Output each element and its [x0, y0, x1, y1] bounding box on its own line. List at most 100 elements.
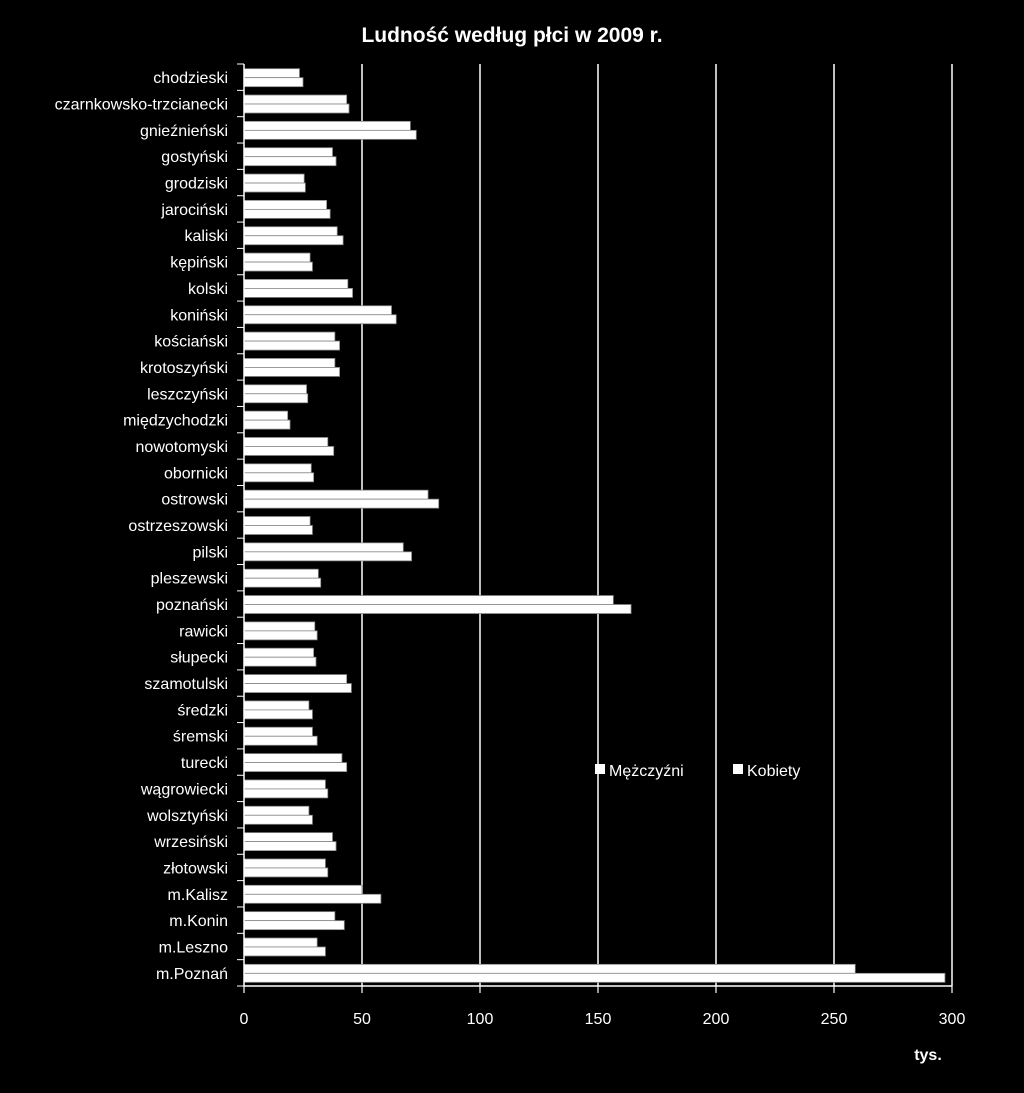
- bar-women-23: [243, 683, 352, 693]
- bar-women-8: [243, 288, 353, 298]
- category-label: poznański: [156, 597, 228, 614]
- bar-men-17: [243, 516, 311, 526]
- bar-women-19: [243, 577, 322, 588]
- bar-women-33: [243, 946, 326, 957]
- bar-men-30: [243, 858, 326, 869]
- bar-women-26: [243, 762, 348, 772]
- bar-women-7: [243, 261, 313, 272]
- bar-women-11: [243, 367, 340, 377]
- bar-women-31: [243, 893, 382, 904]
- x-axis: 0 50 100 150 200 250 300: [240, 64, 966, 1028]
- category-label: m.Kalisz: [168, 887, 228, 904]
- x-tick-label: 300: [939, 1011, 966, 1028]
- bar-men-25: [243, 726, 313, 737]
- category-label: m.Leszno: [159, 939, 228, 956]
- category-label: średzki: [177, 702, 228, 719]
- category-label: czarnkowsko-trzcianecki: [55, 97, 228, 114]
- bar-women-16: [243, 498, 440, 509]
- bar-women-21: [243, 630, 318, 641]
- bar-women-13: [243, 419, 291, 430]
- category-label: nowotomyski: [136, 439, 228, 456]
- category-label: m.Poznań: [156, 966, 228, 983]
- bar-men-2: [243, 120, 411, 131]
- bar-men-22: [243, 647, 315, 658]
- category-label: rawicki: [179, 623, 228, 640]
- x-tick-label: 0: [240, 1011, 249, 1028]
- category-label: grodziski: [165, 176, 228, 193]
- bar-men-13: [243, 410, 289, 421]
- bar-men-24: [243, 700, 310, 711]
- category-label: kępiński: [170, 255, 228, 272]
- bar-men-10: [243, 331, 336, 342]
- bar-women-34: [243, 972, 946, 983]
- bar-men-0: [243, 68, 300, 79]
- bar-men-12: [243, 384, 307, 395]
- grid-lines: [361, 64, 953, 986]
- bar-men-3: [243, 147, 333, 158]
- x-tick-label: 150: [585, 1011, 612, 1028]
- bar-men-11: [243, 358, 336, 368]
- bar-men-18: [243, 542, 404, 553]
- bars: [243, 68, 946, 983]
- category-label: chodzieski: [153, 70, 228, 87]
- legend-label-men: Mężczyźni: [609, 763, 684, 780]
- category-label: pilski: [192, 544, 228, 561]
- bar-women-14: [243, 446, 335, 456]
- category-label: międzychodzki: [123, 413, 228, 430]
- legend: Mężczyźni Kobiety: [595, 763, 800, 780]
- bar-women-30: [243, 867, 329, 878]
- bar-men-31: [243, 884, 363, 895]
- category-label: kaliski: [184, 228, 228, 245]
- category-label: obornicki: [164, 465, 228, 482]
- bar-women-1: [243, 103, 350, 114]
- category-label: kolski: [188, 281, 228, 298]
- bar-women-2: [243, 129, 417, 140]
- category-label: szamotulski: [144, 676, 228, 693]
- category-label: ostrowski: [161, 492, 228, 509]
- category-label: pleszewski: [151, 571, 228, 588]
- bar-women-9: [243, 314, 397, 325]
- bar-women-6: [243, 235, 344, 246]
- bar-men-21: [243, 621, 316, 632]
- bar-men-34: [243, 963, 856, 974]
- bar-women-17: [243, 525, 313, 535]
- bar-women-25: [243, 735, 318, 746]
- bar-women-0: [243, 77, 304, 88]
- bar-men-9: [243, 305, 392, 316]
- bar-men-1: [243, 94, 348, 105]
- x-tick-label: 200: [703, 1011, 730, 1028]
- bar-men-33: [243, 937, 318, 948]
- bar-men-16: [243, 489, 429, 500]
- bar-men-19: [243, 568, 319, 579]
- category-labels: chodzieski czarnkowsko-trzcianecki gnieźni…: [55, 63, 244, 987]
- bar-men-6: [243, 226, 338, 237]
- legend-swatch-women: [733, 764, 743, 774]
- bar-men-7: [243, 252, 311, 263]
- bar-men-4: [243, 173, 305, 184]
- bar-men-27: [243, 779, 326, 790]
- bar-women-32: [243, 920, 345, 931]
- category-label: wrzesiński: [153, 834, 228, 851]
- bar-women-3: [243, 156, 337, 167]
- category-label: wągrowiecki: [140, 781, 228, 798]
- x-tick-label: 50: [353, 1011, 371, 1028]
- legend-swatch-men: [595, 764, 605, 774]
- category-label: ostrzeszowski: [128, 518, 228, 535]
- bar-women-15: [243, 472, 315, 483]
- chart-title: Ludność według płci w 2009 r.: [361, 24, 662, 47]
- bar-women-24: [243, 709, 313, 720]
- bar-women-5: [243, 208, 331, 219]
- bar-men-14: [243, 437, 329, 447]
- category-label: m.Konin: [169, 913, 228, 930]
- category-label: gostyński: [161, 149, 228, 166]
- bar-men-20: [243, 595, 614, 605]
- x-tick-label: 250: [821, 1011, 848, 1028]
- category-label: jarociński: [160, 202, 228, 219]
- bar-men-32: [243, 911, 336, 922]
- category-label: turecki: [181, 755, 228, 772]
- bar-men-23: [243, 674, 348, 684]
- bar-men-28: [243, 805, 310, 816]
- category-label: gnieźnieński: [140, 123, 228, 140]
- x-axis-unit-label: tys.: [914, 1047, 942, 1064]
- bar-women-18: [243, 551, 412, 562]
